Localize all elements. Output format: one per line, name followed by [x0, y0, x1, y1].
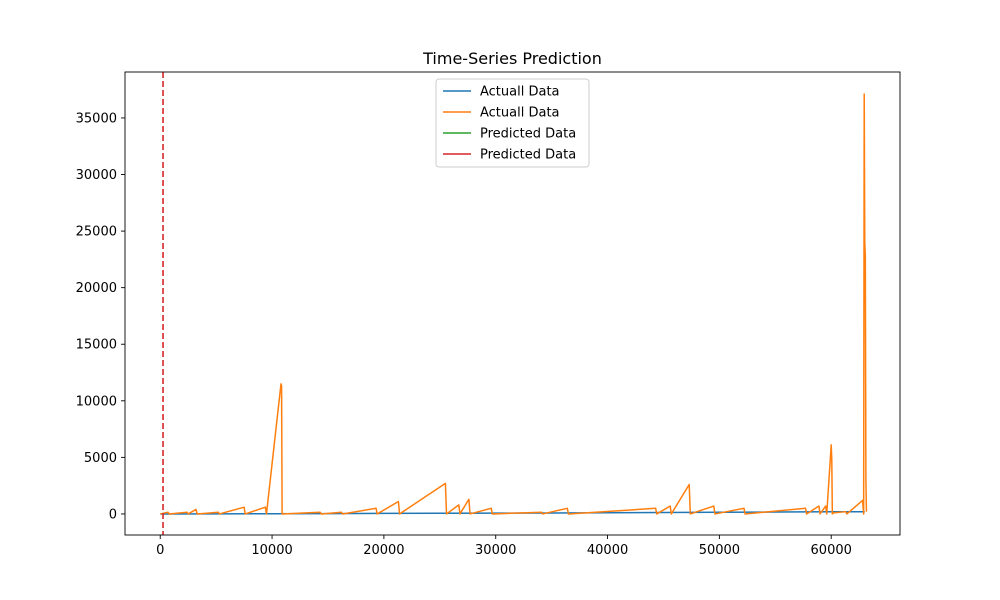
legend: Actuall Data Actuall Data Predicted Data Pr… — [435, 78, 590, 168]
x-tick-label-5: 50000 — [699, 543, 740, 558]
x-tick-label-6: 60000 — [811, 543, 852, 558]
legend-label-0: Actuall Data — [480, 85, 560, 100]
axes-frame — [124, 71, 901, 536]
y-tick-label-7: 35000 — [76, 111, 117, 126]
y-tick-label-5: 25000 — [76, 225, 117, 240]
x-tick-label-3: 30000 — [475, 543, 516, 558]
legend-label-1: Actuall Data — [480, 106, 560, 121]
y-tick-label-0: 0 — [109, 507, 117, 522]
x-tick-label-0: 0 — [156, 543, 164, 558]
x-tick-label-4: 40000 — [587, 543, 628, 558]
chart-title: Time-Series Prediction — [422, 49, 602, 68]
legend-label-3: Predicted Data — [480, 148, 576, 163]
legend-box — [435, 78, 590, 168]
legend-label-2: Predicted Data — [480, 127, 576, 142]
axes-layer: 0 10000 20000 30000 40000 50000 60000 0 5000 1000… — [76, 71, 901, 558]
x-tick-label-2: 20000 — [363, 543, 404, 558]
series-layer — [160, 72, 868, 535]
y-tick-label-3: 15000 — [76, 338, 117, 353]
y-tick-label-6: 30000 — [76, 168, 117, 183]
y-tick-label-4: 20000 — [76, 281, 117, 296]
x-tick-label-1: 10000 — [251, 543, 292, 558]
series-line-1 — [160, 93, 868, 515]
y-tick-label-1: 5000 — [84, 451, 117, 466]
y-tick-label-2: 10000 — [76, 394, 117, 409]
